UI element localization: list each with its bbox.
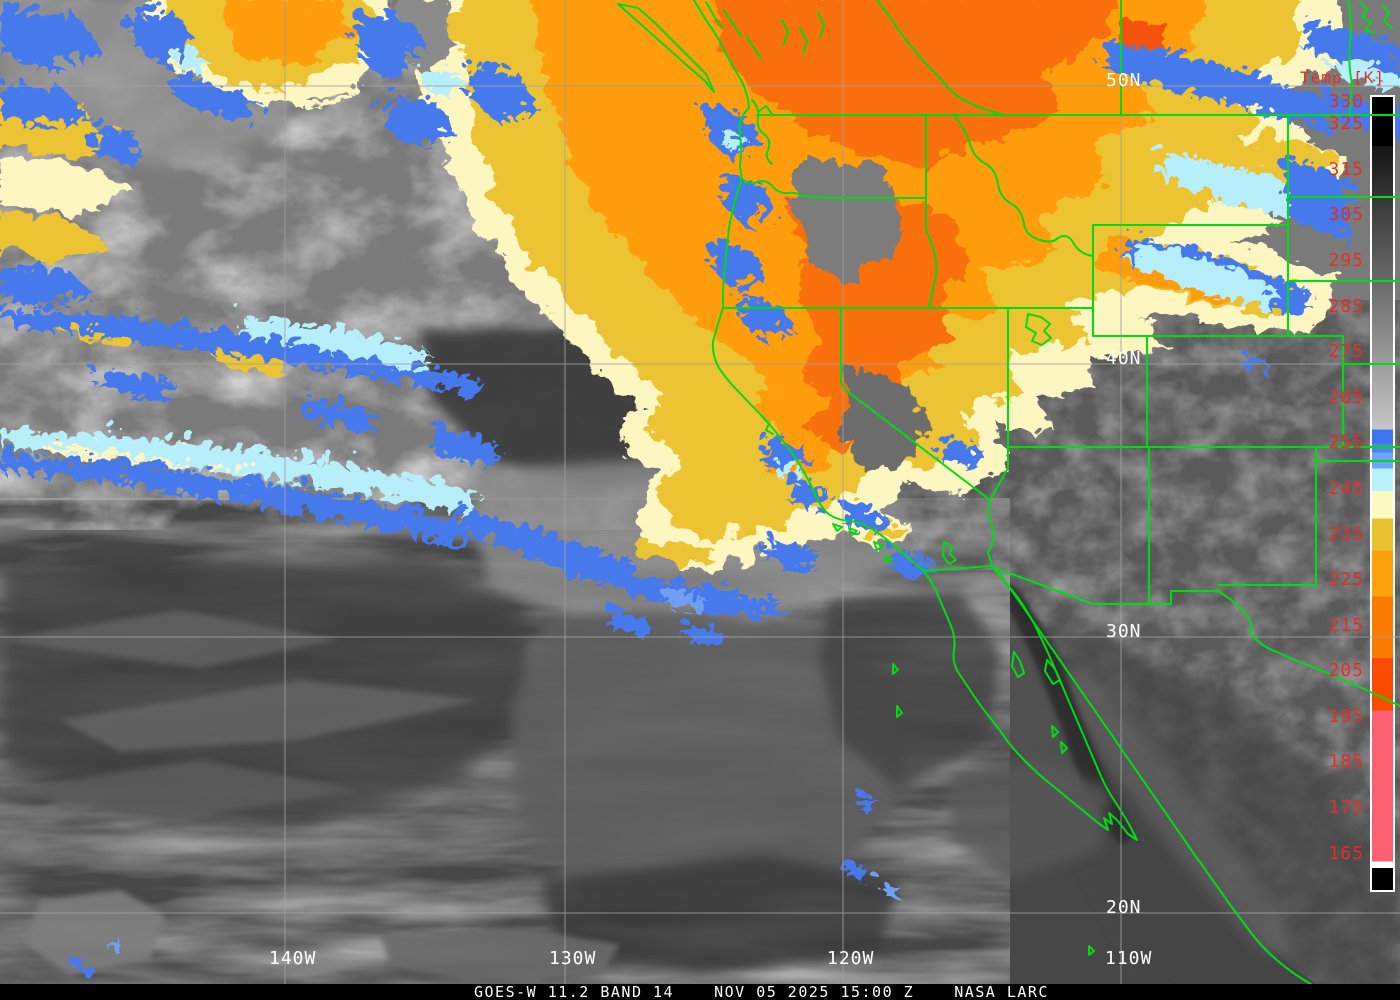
colorbar-tick-label: 195 [1328,705,1364,727]
colorbar-tick-label: 215 [1328,614,1364,636]
latitude-label: 30N [1106,621,1142,642]
colorbar-tick-label: 315 [1328,158,1364,180]
salton-sea [942,541,957,565]
great-salt-lake [1025,313,1052,346]
colorbar-tick-label: 285 [1328,295,1364,317]
border-sk-mb [1347,0,1353,116]
colorbar-tick-label: 265 [1328,386,1364,408]
colorbar-tick-label: 175 [1328,796,1364,818]
longitude-label: 140W [269,948,317,969]
colorbar-tick-label: 295 [1328,250,1364,272]
colorbar-tick-label: 330 [1328,90,1364,112]
gulf-islands [1011,651,1068,754]
border-nm-tx [1217,446,1400,586]
longitude-label: 110W [1105,948,1153,969]
caption-valid-time: NOV 05 2025 15:00 Z [714,982,915,1000]
colorbar-title: Temp [K] [1300,68,1386,87]
channel-islands [832,523,893,564]
colorbar-tick-label: 275 [1328,341,1364,363]
border-nv-az [989,446,1009,501]
puget-sound [751,99,773,165]
longitude-label: 120W [827,948,875,969]
latitude-label: 20N [1106,897,1142,918]
colorbar-tick-label: 245 [1328,477,1364,499]
rio-grande [1217,590,1400,707]
latitude-label: 50N [1106,70,1142,91]
colorbar-tick-label: 305 [1328,204,1364,226]
pacific-islands [892,663,1095,956]
colorbar-tick-label: 235 [1328,523,1364,545]
coastline-mexico [995,569,1349,1000]
border-idaho-west [925,114,938,309]
colorbar-tick-label: 165 [1328,842,1364,864]
border-id-mt [953,114,1094,257]
caption-instrument: GOES-W 11.2 BAND 14 [474,982,675,1000]
coastline-bc [693,0,750,109]
bc-fjords [705,1,825,59]
longitude-label: 130W [549,948,597,969]
colorbar-tick-label: 185 [1328,751,1364,773]
sf-bay [762,416,774,435]
temperature-colorbar [1370,95,1395,892]
baja-california [923,565,1138,841]
border-bc-ab [876,0,1006,116]
latitude-label: 40N [1106,348,1142,369]
map-borders [617,0,1400,1000]
border-us-mexico [923,565,1219,605]
colorbar-tick-label: 205 [1328,660,1364,682]
manitoba-lakes [1359,1,1393,34]
caption-bar: GOES-W 11.2 BAND 14 NOV 05 2025 15:00 Z … [0,984,1400,1000]
colorbar-tick-label: 325 [1328,113,1364,135]
colorbar-tick-label: 255 [1328,432,1364,454]
border-wa-or [741,178,927,199]
coastline-west [711,107,925,572]
colorbar-tick-label: 225 [1328,569,1364,591]
caption-credit: NASA LARC [954,982,1049,1000]
vancouver-island [617,3,715,93]
